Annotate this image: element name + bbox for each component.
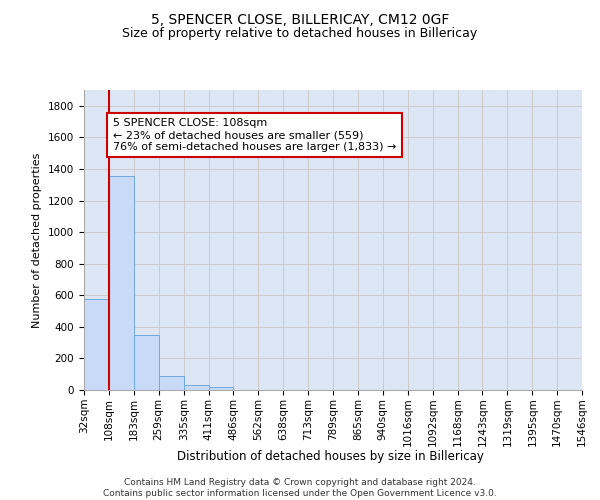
Bar — [109, 176, 134, 390]
Text: 5 SPENCER CLOSE: 108sqm
← 23% of detached houses are smaller (559)
76% of semi-d: 5 SPENCER CLOSE: 108sqm ← 23% of detache… — [113, 118, 397, 152]
Bar — [134, 334, 158, 390]
Bar — [184, 386, 209, 390]
Bar — [84, 299, 109, 390]
Text: Contains HM Land Registry data © Crown copyright and database right 2024.
Contai: Contains HM Land Registry data © Crown c… — [103, 478, 497, 498]
Text: Distribution of detached houses by size in Billericay: Distribution of detached houses by size … — [176, 450, 484, 463]
Text: 5, SPENCER CLOSE, BILLERICAY, CM12 0GF: 5, SPENCER CLOSE, BILLERICAY, CM12 0GF — [151, 12, 449, 26]
Y-axis label: Number of detached properties: Number of detached properties — [32, 152, 43, 328]
Text: Size of property relative to detached houses in Billericay: Size of property relative to detached ho… — [122, 28, 478, 40]
Bar — [158, 376, 184, 390]
Bar — [209, 387, 233, 390]
